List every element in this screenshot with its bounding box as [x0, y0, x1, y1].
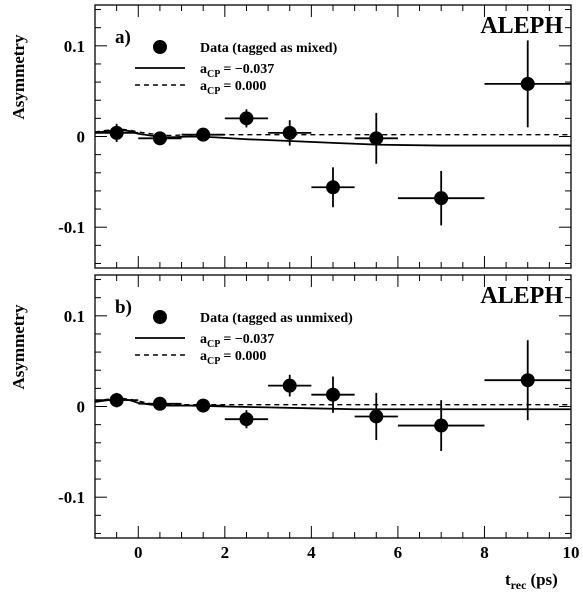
y-tick-label: 0: [77, 398, 86, 417]
data-marker: [152, 396, 167, 411]
data-marker: [520, 373, 535, 388]
panel-a: 0.1 0 -0.1 Asymmetry a) ALEPH Data (tagged as …: [9, 4, 572, 269]
y-tick-label: 0.1: [64, 307, 85, 326]
data-marker: [326, 180, 340, 195]
data-marker: [239, 111, 254, 126]
data-point: [311, 167, 355, 208]
y-tick-label: 0.1: [64, 37, 85, 56]
data-marker: [520, 76, 535, 91]
data-point: [268, 120, 312, 146]
y-tick-label: 0: [77, 128, 86, 147]
x-tick-label: 0: [134, 543, 143, 562]
data-point: [354, 112, 398, 164]
data-marker: [369, 409, 384, 424]
panel-label: b): [115, 297, 132, 318]
data-point: [397, 170, 485, 226]
legend-data-marker: [153, 310, 167, 324]
y-tick-label: -0.1: [58, 488, 85, 507]
y-tick-label: -0.1: [58, 218, 85, 237]
panel-b: 0 2 4 6 8 10 0.1 0 -0.1 Asymmetry b) ALEPH Data (tag…: [9, 274, 580, 562]
data-marker: [282, 378, 297, 393]
data-marker: [239, 412, 254, 427]
panel-label: a): [115, 27, 131, 48]
data-marker: [434, 191, 449, 206]
x-tick-label: 6: [394, 543, 403, 562]
legend-acp-label: aCP = −0.037: [200, 332, 274, 350]
y-axis-label: Asymmetry: [9, 34, 28, 119]
data-point: [181, 127, 225, 142]
data-marker: [109, 393, 124, 408]
experiment-label: ALEPH: [480, 283, 563, 309]
data-point: [224, 109, 269, 128]
data-marker: [434, 418, 449, 433]
x-tick-label: 8: [480, 543, 489, 562]
legend-acp-label: aCP = 0.000: [200, 349, 266, 367]
x-tick-label: 10: [563, 543, 580, 562]
data-point: [138, 131, 182, 146]
data-point: [484, 40, 571, 128]
data-point: [354, 392, 398, 441]
data-point: [138, 396, 182, 411]
data-marker: [196, 398, 211, 413]
legend-data-marker: [153, 40, 167, 54]
x-tick-label: 4: [307, 543, 316, 562]
data-point: [268, 374, 312, 397]
y-axis-label: Asymmetry: [9, 304, 28, 389]
data-marker: [196, 127, 211, 142]
x-tick-label: 2: [221, 543, 230, 562]
data-marker: [282, 125, 297, 140]
data-marker: [152, 131, 167, 146]
legend-acp-label: aCP = −0.037: [200, 62, 274, 80]
legend-acp-label: aCP = 0.000: [200, 79, 266, 97]
data-point: [95, 123, 139, 142]
data-marker: [326, 387, 340, 402]
data-point: [181, 398, 225, 413]
experiment-label: ALEPH: [480, 13, 563, 39]
data-marker: [369, 131, 384, 146]
data-marker: [109, 125, 124, 140]
x-axis-label: trec (ps): [505, 570, 558, 592]
data-point: [311, 376, 355, 413]
data-point: [397, 400, 485, 451]
data-point: [95, 392, 139, 408]
legend-data-label: Data (tagged as mixed): [200, 41, 338, 56]
legend-data-label: Data (tagged as unmixed): [200, 311, 353, 326]
data-point: [484, 340, 571, 421]
acp-zero-dashed-curve: [94, 128, 571, 137]
data-point: [224, 410, 269, 429]
